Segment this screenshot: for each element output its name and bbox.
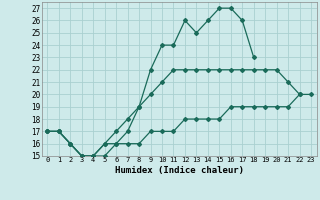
X-axis label: Humidex (Indice chaleur): Humidex (Indice chaleur) <box>115 166 244 175</box>
